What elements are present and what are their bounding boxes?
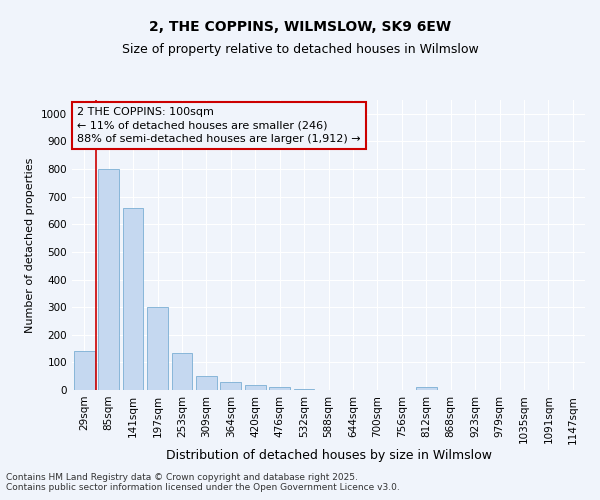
Bar (293, 388, 314, 390)
Bar (269, 387, 290, 390)
Bar (98, 169, 119, 390)
Bar (416, 387, 437, 390)
Text: Contains HM Land Registry data © Crown copyright and database right 2025.
Contai: Contains HM Land Registry data © Crown c… (6, 473, 400, 492)
Bar (172, 352, 193, 390)
Bar (147, 307, 168, 390)
Bar (74, 352, 95, 390)
Bar (220, 382, 241, 390)
Text: 2 THE COPPINS: 100sqm
← 11% of detached houses are smaller (246)
88% of semi-det: 2 THE COPPINS: 100sqm ← 11% of detached … (77, 108, 361, 144)
Text: Size of property relative to detached houses in Wilmslow: Size of property relative to detached ho… (122, 42, 478, 56)
Text: 2, THE COPPINS, WILMSLOW, SK9 6EW: 2, THE COPPINS, WILMSLOW, SK9 6EW (149, 20, 451, 34)
Y-axis label: Number of detached properties: Number of detached properties (25, 158, 35, 332)
Bar (196, 376, 217, 390)
X-axis label: Distribution of detached houses by size in Wilmslow: Distribution of detached houses by size … (166, 449, 491, 462)
Bar (245, 386, 266, 390)
Bar (122, 208, 143, 390)
